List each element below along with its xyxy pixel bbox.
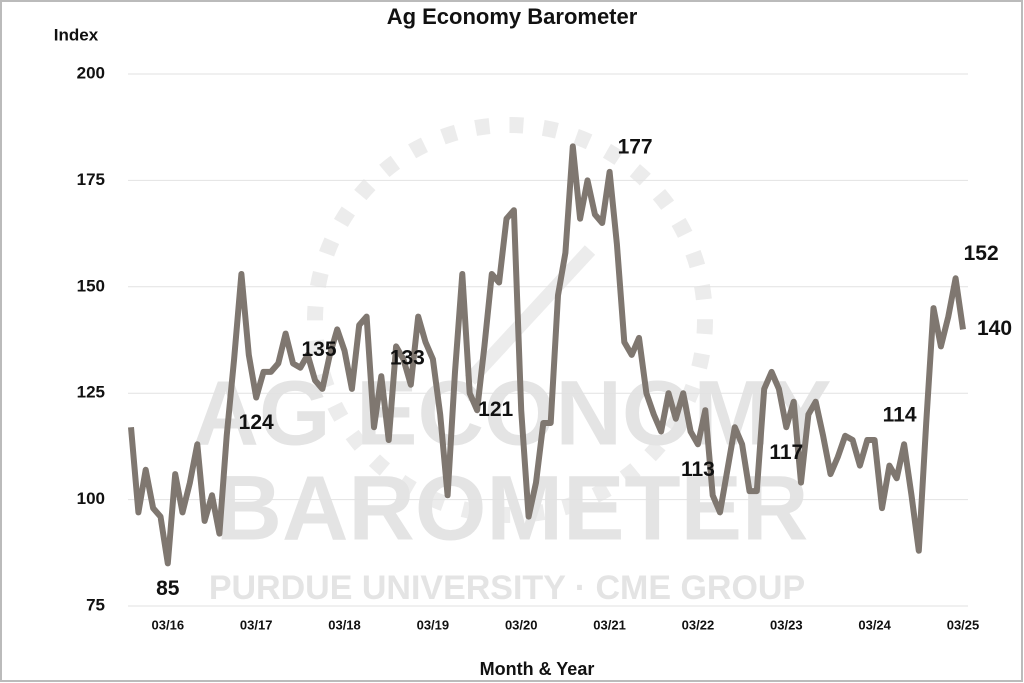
data-label: 177 (618, 135, 653, 158)
data-label: 135 (301, 338, 336, 361)
x-tick-label: 03/22 (682, 617, 715, 632)
data-label: 85 (156, 577, 180, 600)
x-tick-label: 03/24 (858, 617, 891, 632)
data-label: 152 (964, 242, 999, 265)
x-tick-label: 03/21 (593, 617, 626, 632)
data-label: 113 (681, 458, 715, 481)
x-tick-label: 03/17 (240, 617, 273, 632)
y-tick-label: 150 (77, 276, 105, 295)
data-label: 114 (883, 404, 917, 427)
data-label: 133 (390, 347, 425, 370)
series-line (128, 143, 966, 567)
y-tick-label: 100 (77, 489, 105, 508)
y-axis-label: Index (54, 25, 99, 44)
x-tick-label: 03/25 (947, 617, 980, 632)
data-label: 121 (478, 398, 513, 421)
x-tick-label: 03/23 (770, 617, 803, 632)
chart-title: Ag Economy Barometer (387, 4, 638, 29)
y-tick-label: 75 (86, 595, 105, 614)
x-tick-label: 03/20 (505, 617, 538, 632)
x-tick-label: 03/16 (152, 617, 185, 632)
data-label: 140 (977, 317, 1012, 340)
x-tick-label: 03/19 (417, 617, 450, 632)
y-tick-label: 200 (77, 63, 105, 82)
x-tick-label: 03/18 (328, 617, 361, 632)
watermark: PURDUE UNIVERSITY · CME GROUP (209, 569, 805, 607)
gauge-needle (464, 245, 596, 385)
data-label: 124 (239, 411, 274, 434)
gauge (307, 117, 713, 523)
data-label: 117 (769, 441, 803, 464)
y-tick-label: 125 (77, 383, 105, 402)
watermark-logo (307, 117, 713, 523)
watermark: AG ECONOMY (193, 362, 832, 464)
y-tick-label: 175 (77, 170, 105, 189)
x-axis-label: Month & Year (480, 659, 595, 679)
